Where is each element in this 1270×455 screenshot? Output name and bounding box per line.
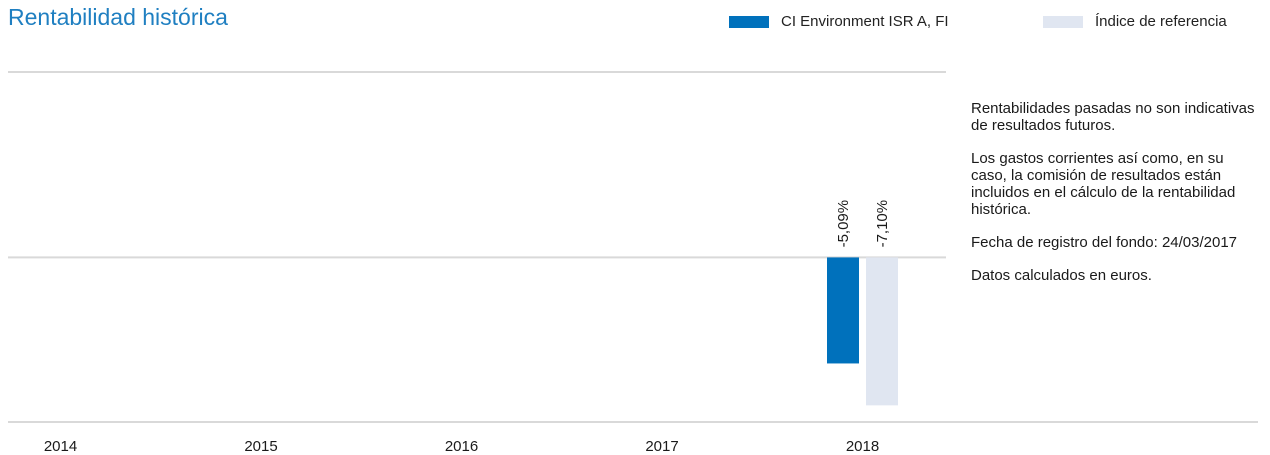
x-tick-label: 2017 bbox=[645, 438, 678, 455]
legend-item-fund: CI Environment ISR A, FI bbox=[729, 13, 949, 30]
x-tick-label: 2016 bbox=[445, 438, 478, 455]
bar-index-2018 bbox=[866, 257, 898, 406]
legend-swatch-index bbox=[1043, 15, 1083, 28]
data-label-index-2018: -7,10% bbox=[874, 200, 891, 248]
data-label-fund-2018: -5,09% bbox=[835, 200, 852, 248]
chart-legend: CI Environment ISR A, FI Índice de refer… bbox=[0, 13, 1270, 33]
note-past-performance: Rentabilidades pasadas no son indicativa… bbox=[971, 100, 1255, 134]
chart-title: Rentabilidad histórica bbox=[8, 4, 228, 30]
x-tick-label: 2018 bbox=[846, 438, 879, 455]
note-charges: Los gastos corrientes así como, en su ca… bbox=[971, 150, 1236, 218]
legend-label-fund: CI Environment ISR A, FI bbox=[781, 13, 949, 30]
side-notes: Rentabilidades pasadas no son indicativa… bbox=[971, 100, 1261, 300]
x-tick-label: 2014 bbox=[44, 438, 77, 455]
bar-fund-2018 bbox=[827, 257, 859, 364]
legend-item-index: Índice de referencia bbox=[1043, 13, 1227, 30]
x-tick-label: 2015 bbox=[244, 438, 277, 455]
legend-label-index: Índice de referencia bbox=[1095, 13, 1227, 30]
note-currency: Datos calculados en euros. bbox=[971, 267, 1152, 284]
note-registration: Fecha de registro del fondo: 24/03/2017 bbox=[971, 234, 1238, 251]
legend-swatch-fund bbox=[729, 15, 769, 28]
